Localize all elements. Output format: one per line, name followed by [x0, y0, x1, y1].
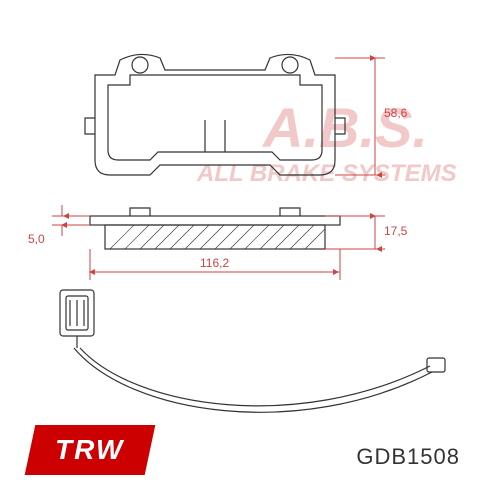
diagram-canvas: A.B.S. ALL BRAKE SYSTEMS — [0, 0, 500, 500]
brand-logo-text: TRW — [55, 434, 124, 466]
brand-logo: TRW — [25, 425, 156, 475]
dim-label-total: 17,5 — [384, 224, 407, 238]
dim-label-plate: 5,0 — [28, 232, 45, 246]
dim-total-thickness — [325, 216, 385, 249]
wear-sensor — [60, 290, 445, 412]
front-view — [85, 54, 345, 175]
dim-label-height: 58,6 — [384, 106, 407, 120]
dim-height — [335, 58, 385, 175]
side-view — [90, 208, 340, 249]
dim-plate-thickness — [52, 205, 90, 236]
part-number: GDB1508 — [356, 444, 460, 470]
dim-label-width: 116,2 — [200, 256, 229, 270]
